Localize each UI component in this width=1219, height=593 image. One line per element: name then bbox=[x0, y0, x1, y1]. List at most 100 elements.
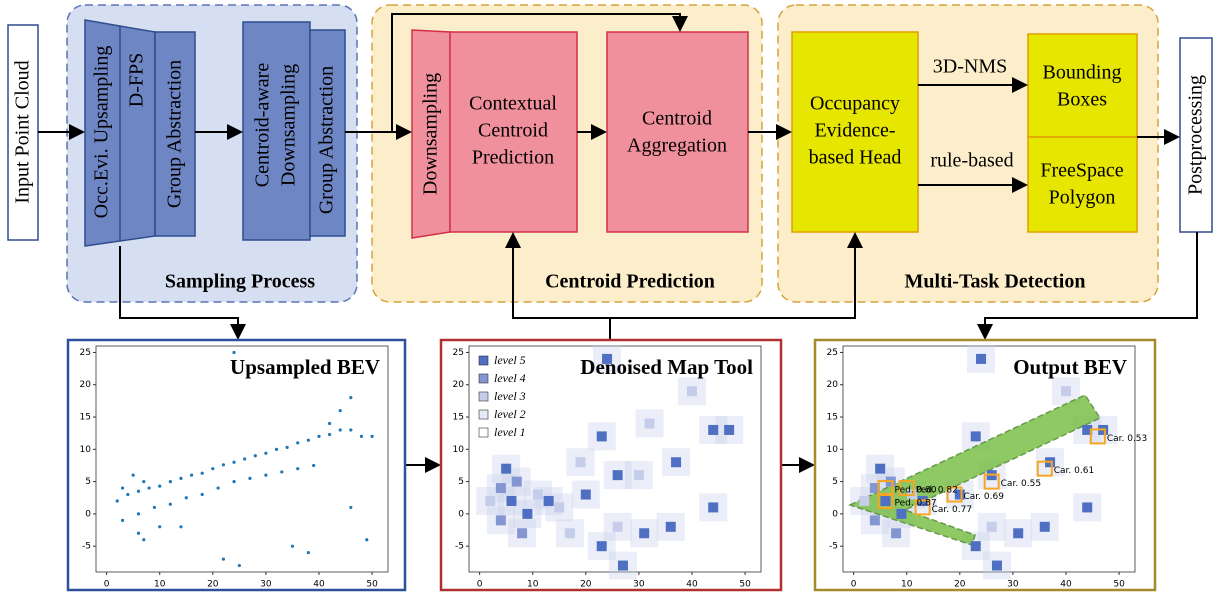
cell bbox=[971, 431, 981, 441]
panel-title: Sampling Process bbox=[165, 271, 315, 293]
cell bbox=[992, 561, 1002, 571]
y-tick-label: 20 bbox=[80, 380, 92, 390]
cell bbox=[708, 425, 718, 435]
block-label: Boxes bbox=[1057, 89, 1107, 111]
point bbox=[296, 441, 299, 444]
y-tick-label: 5 bbox=[832, 477, 838, 487]
block-label: D-FPS bbox=[126, 53, 148, 107]
y-tick-label: 5 bbox=[458, 477, 464, 487]
point bbox=[370, 435, 373, 438]
cell bbox=[496, 483, 506, 493]
point bbox=[142, 480, 145, 483]
cell bbox=[613, 522, 623, 532]
point bbox=[238, 564, 241, 567]
cell bbox=[506, 496, 516, 506]
block-label: Group Abstraction bbox=[164, 60, 186, 208]
point bbox=[222, 463, 225, 466]
x-tick-label: 50 bbox=[739, 580, 751, 590]
freespace-block bbox=[1028, 137, 1137, 232]
cell bbox=[1061, 386, 1071, 396]
post-label: Postprocessing bbox=[1185, 75, 1207, 195]
point bbox=[275, 448, 278, 451]
detection-label: Car. 0.61 bbox=[1054, 466, 1094, 476]
plot-title: Denoised Map Tool bbox=[580, 355, 753, 379]
block-label: Bounding bbox=[1043, 62, 1122, 84]
x-tick-label: 20 bbox=[207, 580, 219, 590]
block-label: Group Abstraction bbox=[316, 66, 338, 214]
cell bbox=[671, 457, 681, 467]
point bbox=[211, 467, 214, 470]
cell bbox=[554, 502, 564, 512]
x-tick-label: 10 bbox=[527, 580, 539, 590]
cell bbox=[724, 425, 734, 435]
cell bbox=[1040, 522, 1050, 532]
x-tick-label: 0 bbox=[477, 580, 483, 590]
point bbox=[328, 433, 331, 436]
plot-title: Upsampled BEV bbox=[230, 355, 380, 379]
cell bbox=[618, 561, 628, 571]
y-tick-label: 25 bbox=[453, 348, 464, 358]
detection-label: Ped. 0.80 bbox=[894, 486, 936, 496]
axes bbox=[96, 346, 388, 572]
point bbox=[232, 351, 235, 354]
cell bbox=[639, 528, 649, 538]
panel-title: Multi-Task Detection bbox=[905, 271, 1086, 293]
detection-label: Car. 0.69 bbox=[963, 492, 1004, 502]
y-tick-label: 25 bbox=[827, 348, 838, 358]
point bbox=[185, 496, 188, 499]
block-label: Contextual bbox=[469, 93, 557, 115]
legend-label: level 3 bbox=[494, 389, 526, 403]
edge-label: rule-based bbox=[930, 150, 1013, 172]
point bbox=[232, 461, 235, 464]
plots: 01020304050-50510152025Upsampled BEV0102… bbox=[80, 345, 1148, 590]
x-tick-label: 30 bbox=[1007, 580, 1019, 590]
cell bbox=[987, 522, 997, 532]
x-tick-label: 40 bbox=[1060, 580, 1072, 590]
legend-swatch bbox=[479, 374, 488, 383]
cell bbox=[512, 477, 522, 487]
cell bbox=[581, 490, 591, 500]
point bbox=[158, 525, 161, 528]
point bbox=[201, 472, 204, 475]
block-label: Downsampling bbox=[278, 64, 300, 186]
y-tick-label: 10 bbox=[453, 445, 465, 455]
cell bbox=[485, 496, 495, 506]
y-tick-label: 5 bbox=[85, 477, 91, 487]
cell bbox=[597, 431, 607, 441]
legend-swatch bbox=[479, 428, 488, 437]
point bbox=[349, 396, 352, 399]
block-label: Downsampling bbox=[420, 73, 442, 195]
cell bbox=[517, 528, 527, 538]
cell bbox=[533, 490, 543, 500]
block-label: Centroid-aware bbox=[252, 63, 274, 188]
point bbox=[349, 428, 352, 431]
cell bbox=[666, 522, 676, 532]
plot-title: Output BEV bbox=[1013, 355, 1127, 379]
cell bbox=[1013, 528, 1023, 538]
point bbox=[137, 490, 140, 493]
y-tick-label: 0 bbox=[458, 509, 464, 519]
point bbox=[179, 477, 182, 480]
point bbox=[365, 538, 368, 541]
point bbox=[312, 464, 315, 467]
x-tick-label: 0 bbox=[851, 580, 857, 590]
point bbox=[307, 439, 310, 442]
cell bbox=[645, 418, 655, 428]
point bbox=[142, 538, 145, 541]
cell bbox=[859, 496, 869, 506]
y-tick-label: 20 bbox=[827, 380, 839, 390]
y-tick-label: -5 bbox=[82, 542, 91, 552]
y-tick-label: 20 bbox=[453, 380, 465, 390]
point bbox=[126, 493, 129, 496]
point bbox=[201, 493, 204, 496]
legend-label: level 4 bbox=[494, 371, 526, 385]
x-tick-label: 30 bbox=[633, 580, 645, 590]
cell bbox=[634, 470, 644, 480]
legend-label: level 2 bbox=[494, 407, 526, 421]
x-tick-label: 0 bbox=[104, 580, 110, 590]
point bbox=[137, 512, 140, 515]
aggregation-block bbox=[607, 32, 748, 232]
cell bbox=[565, 528, 575, 538]
y-tick-label: 15 bbox=[827, 413, 838, 423]
cell bbox=[597, 541, 607, 551]
